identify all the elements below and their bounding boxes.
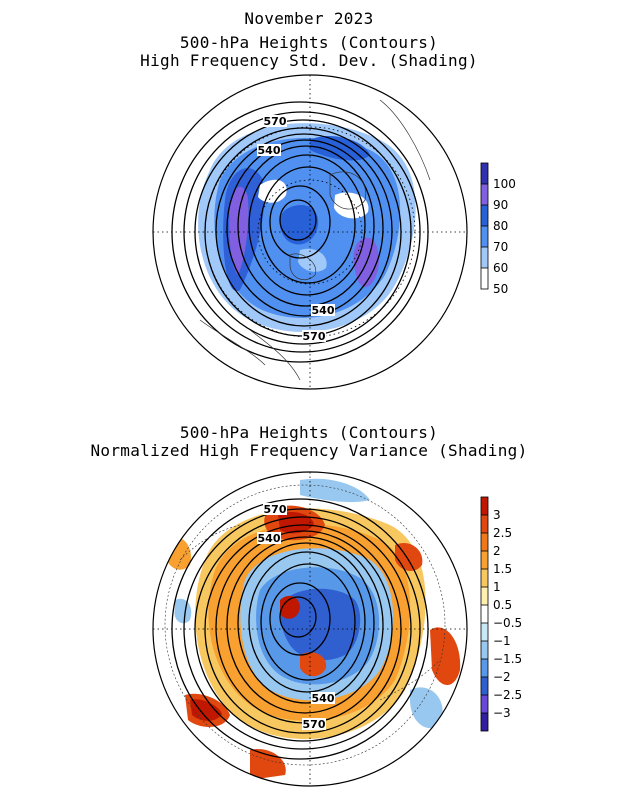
top-contour-label-570-south: 570 (303, 330, 326, 343)
bottom-colorbar-label-neg-2: −2 (493, 670, 511, 684)
bottom-variance-shading (153, 472, 467, 786)
bottom-colorbar-label-2.5: 2.5 (493, 526, 512, 540)
top-contour-label-540-south: 540 (312, 304, 335, 317)
bottom-colorbar-label-0.5: 0.5 (493, 598, 512, 612)
bottom-colorbar-label-neg-2.5: −2.5 (493, 688, 522, 702)
top-colorbar-label-80: 80 (493, 219, 508, 233)
bottom-map-boundary (152, 471, 468, 787)
bottom-polar-map: 570 540 540 570 (152, 471, 468, 787)
top-contour-label-540-north: 540 (258, 144, 281, 157)
top-contour-label-570-north: 570 (264, 115, 287, 128)
top-colorbar-label-90: 90 (493, 198, 508, 212)
bottom-colorbar-label-3: 3 (493, 508, 501, 522)
bottom-contour-label-540-north: 540 (258, 532, 281, 545)
top-colorbar-label-100: 100 (493, 177, 516, 191)
top-colorbar-label-50: 50 (493, 282, 508, 296)
top-title-line-1: November 2023 (244, 9, 374, 28)
bottom-contour-label-570-south: 570 (303, 718, 326, 731)
top-colorbar-label-60: 60 (493, 261, 508, 275)
top-title-line-2: 500-hPa Heights (Contours) (179, 33, 439, 52)
top-colorbar: 100 90 80 70 60 50 (480, 162, 516, 296)
top-polar-map: 570 540 540 570 (152, 74, 468, 390)
top-title-line-3: High Frequency Std. Dev. (Shading) (140, 51, 478, 70)
bottom-colorbar-label-1: 1 (493, 580, 501, 594)
bottom-colorbar-label-neg-3: −3 (493, 706, 511, 720)
bottom-title-line-1: 500-hPa Heights (Contours) (179, 423, 439, 442)
bottom-colorbar-label-neg-1: −1 (493, 634, 511, 648)
bottom-colorbar-label-1.5: 1.5 (493, 562, 512, 576)
bottom-colorbar-label-neg-1.5: −1.5 (493, 652, 522, 666)
bottom-colorbar-label-2: 2 (493, 544, 501, 558)
bottom-title-line-2: Normalized High Frequency Variance (Shad… (90, 441, 528, 460)
bottom-contour-label-570-north: 570 (264, 503, 287, 516)
top-colorbar-label-70: 70 (493, 240, 508, 254)
bottom-colorbar-label-neg-0.5: −0.5 (493, 616, 522, 630)
bottom-contour-label-540-south: 540 (312, 692, 335, 705)
bottom-colorbar: 3 2.5 2 1.5 1 0.5 −0.5 −1 −1.5 −2 −2.5 −… (480, 496, 522, 732)
top-map-boundary (152, 74, 468, 390)
